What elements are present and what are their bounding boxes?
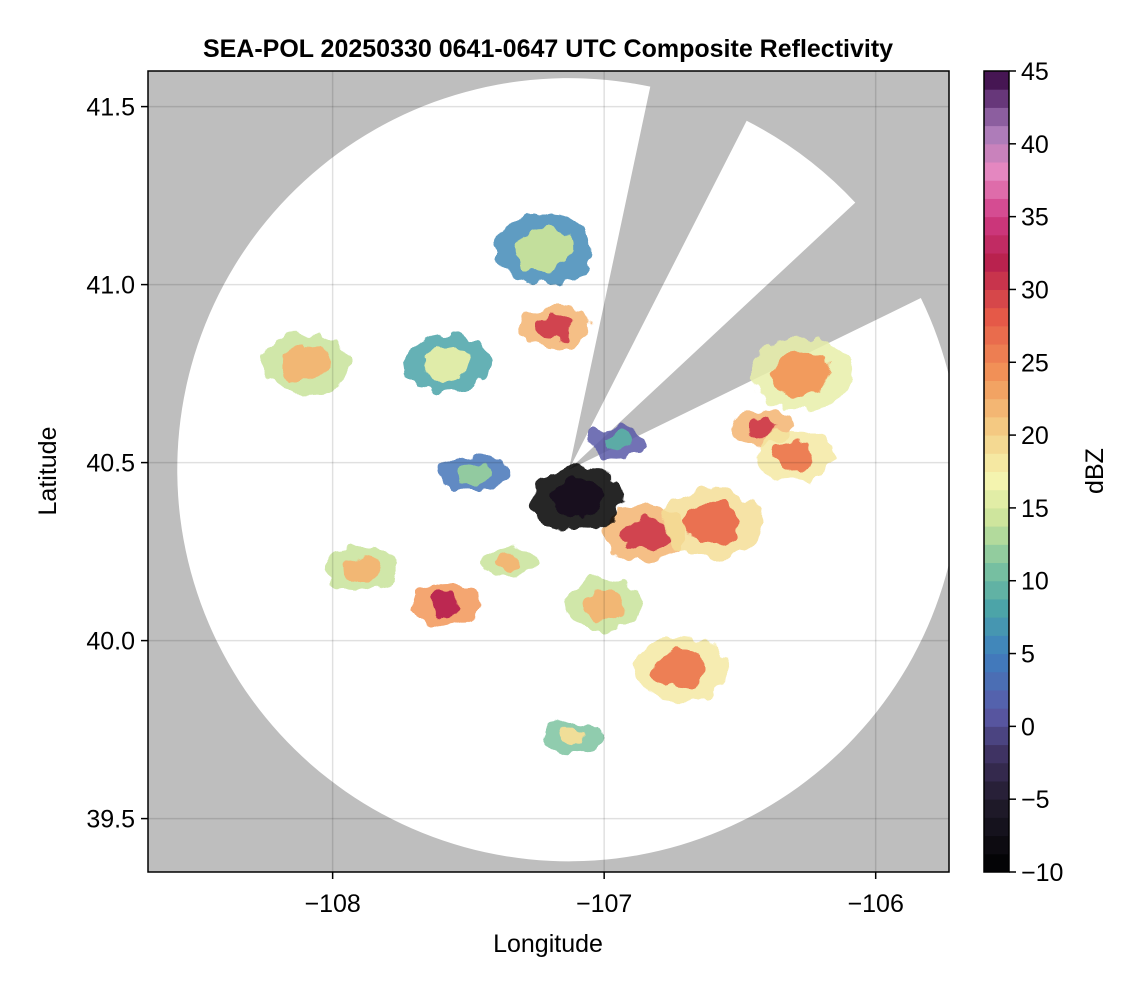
colorbar-tick-label: 0 bbox=[1021, 713, 1035, 741]
y-axis-label: Latitude bbox=[34, 427, 62, 516]
colorbar-swatch bbox=[984, 234, 1009, 254]
echo-core bbox=[583, 589, 625, 621]
y-tick-label: 41.0 bbox=[86, 272, 135, 300]
colorbar-swatch bbox=[984, 471, 1009, 491]
colorbar-swatch bbox=[984, 453, 1009, 472]
colorbar-swatch bbox=[984, 125, 1009, 145]
colorbar-swatch bbox=[984, 780, 1009, 800]
colorbar-swatch bbox=[984, 489, 1009, 509]
echo-core bbox=[497, 553, 521, 571]
echo-core bbox=[684, 502, 741, 545]
colorbar-swatch bbox=[984, 598, 1009, 618]
x-tick-label: −106 bbox=[848, 890, 904, 918]
y-tick-label: 40.0 bbox=[86, 628, 135, 656]
colorbar-swatch bbox=[984, 89, 1009, 108]
colorbar-swatch bbox=[984, 835, 1009, 855]
colorbar-swatch bbox=[984, 526, 1009, 545]
colorbar-tick-label: 25 bbox=[1021, 349, 1049, 377]
echo-core bbox=[558, 727, 585, 747]
echo-core bbox=[774, 440, 815, 471]
colorbar-swatch bbox=[984, 671, 1009, 691]
colorbar-tick-label: 5 bbox=[1021, 641, 1035, 669]
colorbar-swatch bbox=[984, 162, 1009, 181]
x-axis: −108 −107 −106 bbox=[304, 872, 904, 918]
colorbar-swatch bbox=[984, 762, 1009, 782]
echo-core bbox=[341, 555, 379, 584]
chart-title: SEA-POL 20250330 0641-0647 UTC Composite… bbox=[203, 35, 893, 63]
colorbar-swatch bbox=[984, 617, 1009, 636]
echo-core bbox=[551, 479, 603, 518]
y-axis: 39.5 40.0 40.5 41.0 41.5 bbox=[86, 94, 148, 834]
colorbar-tick-label: 10 bbox=[1021, 568, 1049, 596]
colorbar-swatch bbox=[984, 271, 1009, 290]
y-tick-label: 40.5 bbox=[86, 450, 135, 478]
echo-layer bbox=[261, 213, 854, 753]
echo-core bbox=[281, 344, 330, 381]
colorbar-swatch bbox=[984, 416, 1009, 436]
plot-area bbox=[148, 71, 949, 872]
colorbar-swatch bbox=[984, 362, 1009, 381]
colorbar-swatch bbox=[984, 398, 1009, 418]
colorbar-frame bbox=[983, 70, 1010, 873]
gridlines bbox=[148, 71, 949, 872]
colorbar-tick-label: 45 bbox=[1021, 58, 1049, 86]
colorbar-swatch bbox=[984, 344, 1009, 363]
colorbar-tick-label: 40 bbox=[1021, 131, 1049, 159]
plot-frame bbox=[147, 70, 950, 873]
colorbar-swatch bbox=[984, 380, 1009, 400]
colorbar-swatch bbox=[984, 216, 1009, 236]
echo-core bbox=[605, 432, 630, 451]
echo-core bbox=[653, 649, 707, 689]
colorbar-swatch bbox=[984, 325, 1009, 345]
echo-core bbox=[537, 314, 573, 341]
colorbar-swatch bbox=[984, 71, 1009, 90]
colorbar-swatch bbox=[984, 289, 1009, 309]
colorbar-swatch bbox=[984, 143, 1009, 163]
colorbar-tick-label: 15 bbox=[1021, 495, 1049, 523]
colorbar-swatch bbox=[984, 198, 1009, 218]
colorbar-swatch bbox=[984, 853, 1009, 873]
echo-core bbox=[429, 592, 464, 618]
echo-core bbox=[458, 461, 490, 485]
echo-core bbox=[772, 351, 832, 396]
echo-core bbox=[747, 416, 777, 438]
colorbar-swatch bbox=[984, 544, 1009, 564]
colorbar-swatch bbox=[984, 307, 1009, 327]
y-tick-label: 41.5 bbox=[86, 94, 135, 122]
colorbar-swatch bbox=[984, 708, 1009, 727]
colorbar: −10 −5 0 5 10 15 20 25 30 35 40 45 bbox=[983, 58, 1063, 887]
y-tick-label: 39.5 bbox=[86, 806, 135, 834]
echo-core bbox=[423, 345, 470, 381]
x-axis-label: Longitude bbox=[493, 930, 603, 958]
echo-core bbox=[515, 227, 574, 271]
echo-core bbox=[622, 517, 668, 551]
colorbar-tick-label: 30 bbox=[1021, 276, 1049, 304]
colorbar-swatch bbox=[984, 580, 1009, 600]
colorbar-tick-label: −5 bbox=[1021, 786, 1050, 814]
colorbar-swatch bbox=[984, 635, 1009, 655]
x-tick-label: −108 bbox=[304, 890, 360, 918]
colorbar-label: dBZ bbox=[1081, 448, 1109, 494]
colorbar-swatch bbox=[984, 253, 1009, 272]
colorbar-swatch bbox=[984, 107, 1009, 127]
colorbar-swatch bbox=[984, 689, 1009, 709]
colorbar-swatch bbox=[984, 562, 1009, 582]
colorbar-tick-label: 20 bbox=[1021, 422, 1049, 450]
colorbar-tick-label: −10 bbox=[1021, 859, 1063, 887]
colorbar-tick-label: 35 bbox=[1021, 204, 1049, 232]
colorbar-swatch bbox=[984, 653, 1009, 673]
colorbar-swatch bbox=[984, 726, 1009, 746]
colorbar-swatch bbox=[984, 799, 1009, 818]
x-tick-label: −107 bbox=[576, 890, 632, 918]
colorbar-swatch bbox=[984, 435, 1009, 454]
colorbar-swatch bbox=[984, 817, 1009, 837]
colorbar-swatch bbox=[984, 507, 1009, 527]
colorbar-swatch bbox=[984, 744, 1009, 764]
colorbar-swatch bbox=[984, 180, 1009, 199]
